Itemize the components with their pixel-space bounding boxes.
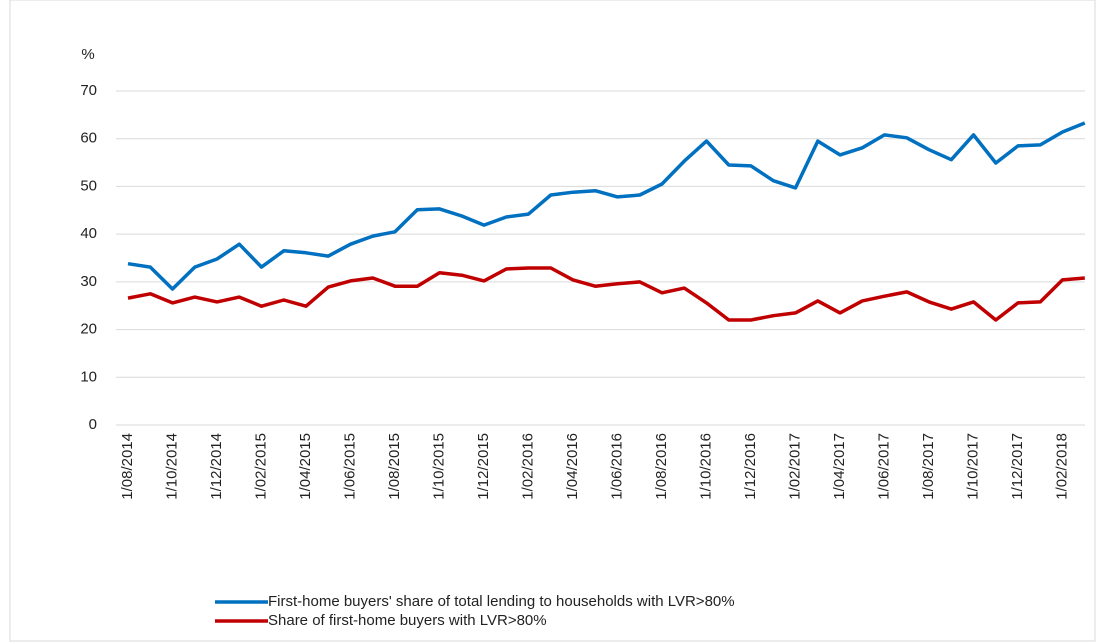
y-tick-label: 20 <box>80 321 97 338</box>
x-tick-label: 1/08/2015 <box>386 433 403 500</box>
x-tick-label: 1/12/2014 <box>208 433 225 500</box>
y-tick-label: 70 <box>80 82 97 99</box>
x-tick-label: 1/10/2016 <box>697 433 714 500</box>
x-tick-label: 1/12/2015 <box>475 433 492 500</box>
y-tick-label: 50 <box>80 177 97 194</box>
x-tick-label: 1/10/2015 <box>430 433 447 500</box>
x-tick-label: 1/02/2015 <box>252 433 269 500</box>
x-tick-label: 1/08/2016 <box>653 433 670 500</box>
chart-frame <box>9 0 1096 642</box>
y-tick-label: 0 <box>89 416 97 433</box>
legend-label: Share of first-home buyers with LVR>80% <box>268 612 547 629</box>
x-tick-label: 1/12/2017 <box>1009 433 1026 500</box>
y-tick-label: 60 <box>80 130 97 147</box>
x-tick-label: 1/10/2017 <box>964 433 981 500</box>
x-tick-label: 1/08/2014 <box>119 433 136 500</box>
x-tick-label: 1/06/2015 <box>341 433 358 500</box>
x-tick-label: 1/02/2016 <box>519 433 536 500</box>
y-tick-label: 40 <box>80 225 97 242</box>
x-tick-label: 1/06/2017 <box>875 433 892 500</box>
legend-label: First-home buyers' share of total lendin… <box>268 593 735 610</box>
x-tick-label: 1/04/2015 <box>297 433 314 500</box>
data-line <box>127 121 1086 291</box>
y-tick-label: 10 <box>80 368 97 385</box>
x-tick-label: 1/04/2017 <box>831 433 848 500</box>
x-tick-label: 1/10/2014 <box>163 433 180 500</box>
data-line <box>127 266 1085 322</box>
x-tick-label: 1/04/2016 <box>564 433 581 500</box>
x-tick-label: 1/06/2016 <box>608 433 625 500</box>
y-tick-label: 30 <box>80 273 97 290</box>
y-axis-label: % <box>81 46 94 63</box>
x-tick-label: 1/02/2018 <box>1053 433 1070 500</box>
x-tick-label: 1/12/2016 <box>742 433 759 500</box>
x-tick-label: 1/02/2017 <box>786 433 803 500</box>
x-tick-label: 1/08/2017 <box>920 433 937 500</box>
